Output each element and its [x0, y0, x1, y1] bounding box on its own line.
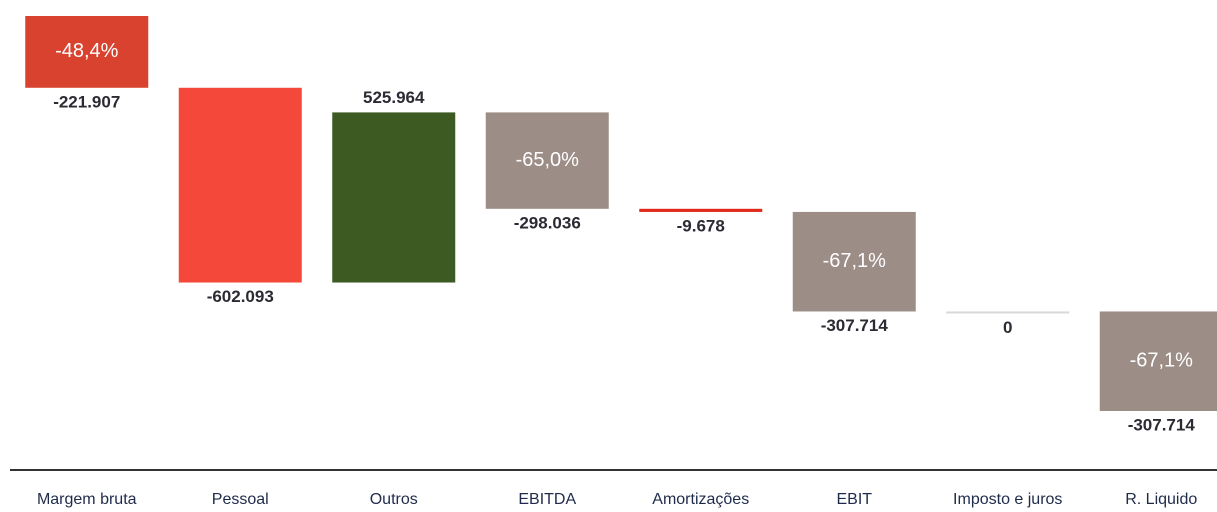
x-tick-label: Amortizações — [652, 491, 749, 508]
percent-label: -67,1% — [823, 250, 887, 272]
bar — [485, 112, 609, 209]
x-tick-label: Imposto e juros — [953, 491, 1062, 508]
bar — [178, 87, 302, 283]
bar — [25, 16, 149, 88]
value-label: -307.714 — [821, 316, 889, 335]
x-tick-label: EBITDA — [518, 491, 576, 508]
value-label: -307.714 — [1128, 415, 1196, 434]
x-tick-label: Outros — [370, 491, 418, 508]
bar — [792, 211, 916, 312]
value-label: 0 — [1003, 318, 1012, 337]
value-label: -602.093 — [207, 287, 274, 306]
x-tick-label: Margem bruta — [37, 491, 137, 508]
bar — [639, 208, 763, 212]
value-label: -9.678 — [677, 216, 725, 235]
value-label: 525.964 — [363, 88, 425, 107]
percent-label: -48,4% — [55, 40, 119, 62]
bar — [332, 112, 456, 283]
bar — [946, 311, 1070, 314]
x-tick-label: EBIT — [836, 491, 872, 508]
x-tick-label: R. Liquido — [1125, 491, 1197, 508]
bar — [1099, 311, 1217, 411]
value-label: -298.036 — [514, 213, 581, 232]
value-label: -221.907 — [53, 92, 120, 111]
percent-label: -65,0% — [516, 149, 580, 171]
percent-label: -67,1% — [1130, 350, 1194, 372]
x-tick-label: Pessoal — [212, 491, 269, 508]
